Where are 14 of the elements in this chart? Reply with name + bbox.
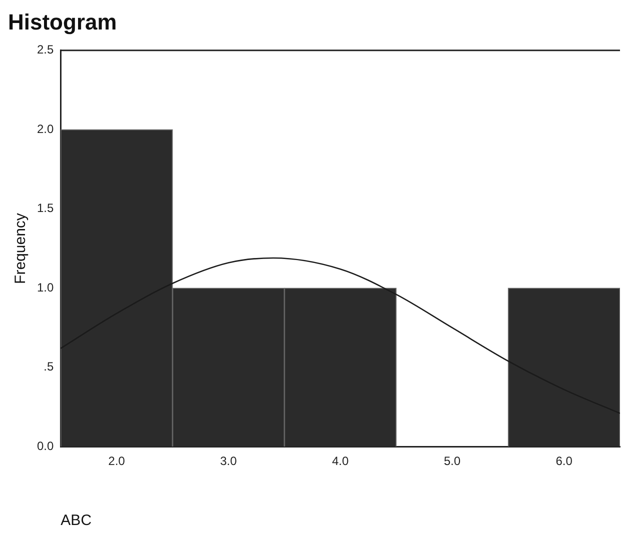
x-tick-label: 3.0	[220, 454, 238, 468]
y-tick-label: .5	[44, 360, 54, 374]
y-tick-label: 1.5	[36, 201, 54, 216]
x-tick-label: 6.0	[556, 454, 573, 468]
chart-title: Histogram	[8, 9, 117, 34]
y-tick-label: 0.0	[36, 438, 54, 453]
x-axis-title: ABC	[60, 512, 92, 530]
y-axis-title: Frequency	[12, 212, 30, 284]
x-tick-label: 2.0	[108, 454, 126, 468]
y-tick-label: 2.5	[36, 42, 54, 57]
x-tick-label: 4.0	[332, 454, 350, 468]
x-tick-label: 5.0	[444, 454, 461, 468]
y-tick-label: 1.0	[36, 280, 54, 294]
y-tick-label: 2.0	[36, 122, 54, 136]
